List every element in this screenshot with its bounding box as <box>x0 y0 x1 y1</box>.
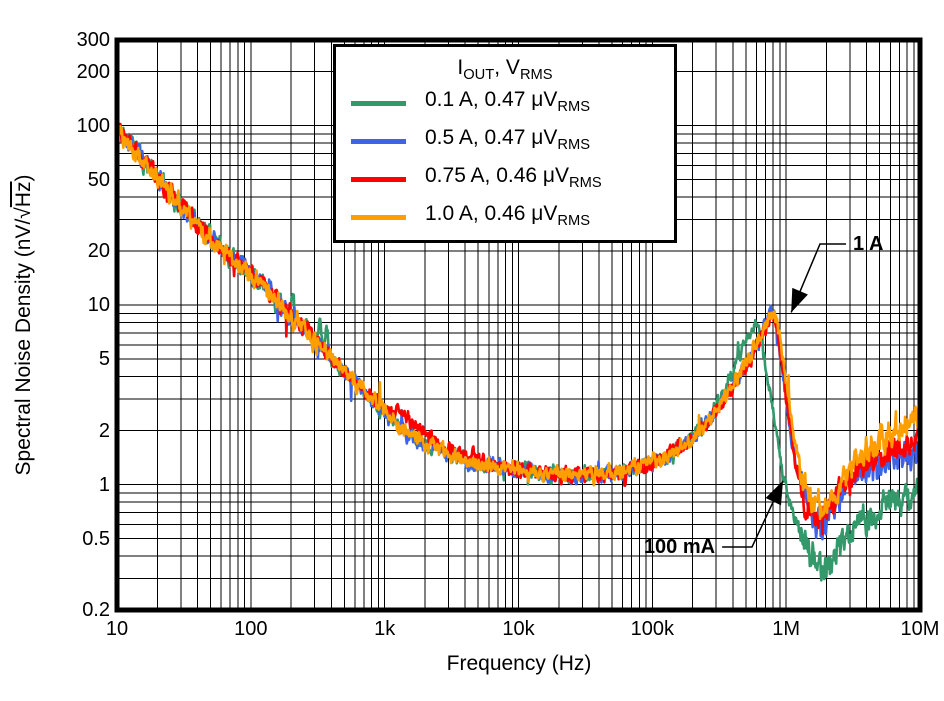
series-line-1.0A <box>117 123 920 521</box>
x-axis-title: Frequency (Hz) <box>446 652 592 675</box>
y-tick-label-10: 10 <box>87 294 110 317</box>
legend-row-0.75A: 0.75 A, 0.46 μVRMS <box>336 161 674 199</box>
annotation-label-1-a: 1 A <box>853 232 884 255</box>
legend-row-1.0A: 1.0 A, 0.46 μVRMS <box>336 198 674 236</box>
y-axis-title-suffix: ) <box>12 174 35 182</box>
legend-title: IOUT, VRMS <box>457 56 553 84</box>
annotation-arrow-line-0 <box>790 243 846 313</box>
subscript: OUT <box>463 67 495 84</box>
annotation-label-100-ma: 100 mA <box>643 535 716 558</box>
legend-label-0.5A: 0.5 A, 0.47 μVRMS <box>425 126 590 154</box>
x-tick-label-10: 10 <box>105 618 129 640</box>
legend-row-0.1A: 0.1 A, 0.47 μVRMS <box>336 85 674 123</box>
y-tick-label-5: 5 <box>98 348 110 371</box>
y-tick-label-0.2: 0.2 <box>82 599 110 621</box>
legend-row-0.5A: 0.5 A, 0.47 μVRMS <box>336 123 674 161</box>
legend-swatch-0.1A <box>351 101 406 107</box>
y-tick-label-200: 200 <box>76 60 110 83</box>
y-tick-label-1: 1 <box>98 473 110 496</box>
subscript: RMS <box>557 99 590 116</box>
subscript: RMS <box>557 137 590 154</box>
legend-rows: 0.1 A, 0.47 μVRMS 0.5 A, 0.47 μVRMS 0.75 A… <box>336 85 674 236</box>
legend-label-1.0A: 1.0 A, 0.46 μVRMS <box>425 201 590 229</box>
legend-label-0.75A: 0.75 A, 0.46 μVRMS <box>425 163 602 191</box>
y-axis-title-overline: Hz <box>12 181 35 208</box>
x-tick-label-1M: 1M <box>772 618 801 640</box>
plot-frame <box>114 37 923 613</box>
y-axis-title: Spectral Noise Density (nV/√Hz) <box>12 175 36 476</box>
legend-label-0.1A: 0.1 A, 0.47 μVRMS <box>425 88 590 116</box>
legend-swatch-0.75A <box>351 176 406 182</box>
x-tick-label-10k: 10k <box>502 618 535 640</box>
y-tick-label-100: 100 <box>76 114 110 137</box>
series-group <box>117 122 920 582</box>
legend-swatch-0.5A <box>351 139 406 145</box>
x-tick-label-10M: 10M <box>900 618 940 640</box>
legend-swatch-1.0A <box>351 214 406 220</box>
y-axis-title-text: Spectral Noise Density (nV/√ <box>12 207 35 476</box>
annotation-arrowhead-0 <box>791 287 808 313</box>
annotations <box>722 243 846 548</box>
y-tick-label-2: 2 <box>98 419 110 442</box>
x-tick-label-1k: 1k <box>374 618 396 640</box>
y-tick-label-300: 300 <box>76 29 110 51</box>
subscript: RMS <box>519 67 553 84</box>
annotation-arrow-line-1 <box>722 480 784 548</box>
y-tick-label-50: 50 <box>87 168 110 191</box>
subscript: RMS <box>569 174 602 191</box>
y-tick-label-0.5: 0.5 <box>82 527 110 550</box>
x-tick-label-100: 100 <box>234 618 268 640</box>
annotation-arrowhead-1 <box>765 480 784 506</box>
x-tick-label-100k: 100k <box>630 618 675 640</box>
subscript: RMS <box>557 212 590 229</box>
legend: IOUT, VRMS 0.1 A, 0.47 μVRMS 0.5 A, 0.47 … <box>333 44 677 243</box>
y-tick-label-20: 20 <box>87 240 110 263</box>
